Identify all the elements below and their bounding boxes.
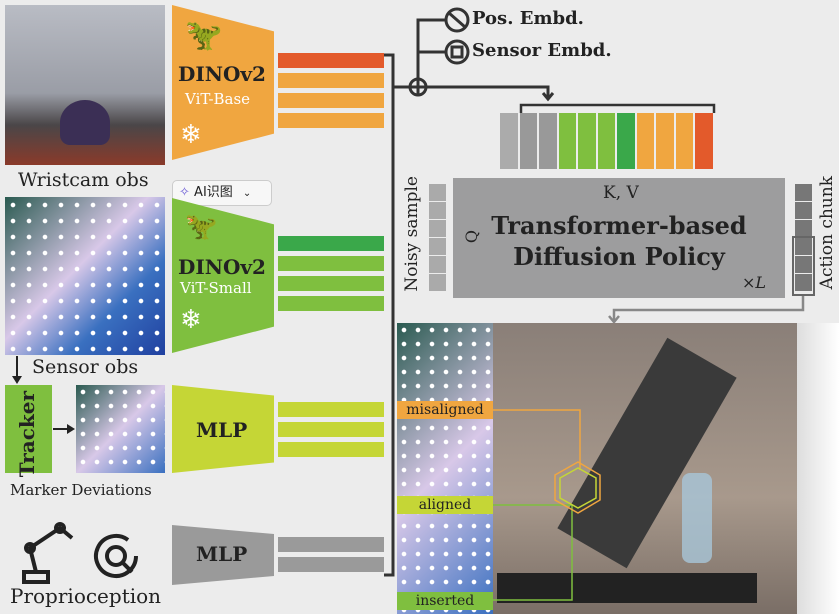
sequence-token [656,113,674,169]
token [278,537,384,552]
sequence-token [675,113,693,169]
token [278,276,384,291]
frozen-snowflake-icon: ❄ [180,305,202,335]
encoder-name: MLP [196,542,248,566]
state-strip: misaligned aligned inserted [397,323,493,614]
token [278,236,384,251]
sequence-token [578,113,596,169]
wristcam-label: Wristcam obs [18,169,149,191]
wristcam-image [5,5,165,165]
token [278,93,384,108]
encoder-name: DINOv2 [178,62,266,86]
marker-label: Marker Deviations [10,481,152,499]
robot-arm-icon [22,522,74,584]
marker-deviation-image [76,385,165,473]
sequence-token [539,113,557,169]
ai-sparkle-icon: ✧ [179,185,190,200]
state-misaligned: misaligned [397,401,493,419]
encoder-sub: ViT-Small [180,279,252,297]
encoder-name: MLP [196,418,248,442]
ai-button-label: AI识图 [194,185,233,200]
token [278,73,384,88]
sequence-token [519,113,537,169]
state-aligned: aligned [397,496,493,514]
token [278,256,384,271]
arrow-down [16,356,18,382]
token [278,296,384,311]
sequence-token [617,113,635,169]
policy-title-line2: Diffusion Policy [513,242,725,271]
token [278,557,384,572]
transformer-box [453,178,785,298]
frozen-snowflake-icon: ❄ [180,120,202,150]
token-sequence [500,113,713,169]
action-chunk-tokens [795,184,812,291]
noisy-sample-tokens [429,184,446,291]
token [278,53,384,68]
token [278,442,384,457]
tracker-box: Tracker [5,385,52,477]
encoder-mlp-tactile [172,385,274,473]
encoder-mlp-proprio [172,525,274,585]
sensor-image [5,197,165,355]
sequence-token [500,113,518,169]
sequence-token [597,113,615,169]
dino-icon: 🦖 [185,18,223,53]
chevron-down-icon: ⌄ [242,188,252,199]
sequence-token [636,113,654,169]
token [278,422,384,437]
encoder-dinov2-small [172,198,274,353]
token [278,113,384,128]
repeat-label: ×L [742,273,767,292]
sensor-label: Sensor obs [32,356,139,378]
sequence-token [558,113,576,169]
sequence-token [695,113,713,169]
rotation-icon [94,534,138,578]
dino-icon: 🦖 [185,212,218,242]
proprio-label: Proprioception [10,584,162,608]
policy-title-line1: Transformer-based [491,211,747,240]
encoder-dinov2-base [172,5,274,160]
token [278,402,384,417]
ai-recognize-button[interactable]: ✧ AI识图 ⌄ [172,180,272,206]
state-inserted: inserted [397,592,493,610]
encoder-name: DINOv2 [178,255,266,279]
pos-embd-label: Pos. Embd. [472,8,584,29]
sensor-embd-label: Sensor Embd. [472,40,612,61]
encoder-sub: ViT-Base [185,90,251,108]
kv-label: K, V [603,183,639,203]
policy-title: Transformer-based Diffusion Policy [453,210,785,272]
